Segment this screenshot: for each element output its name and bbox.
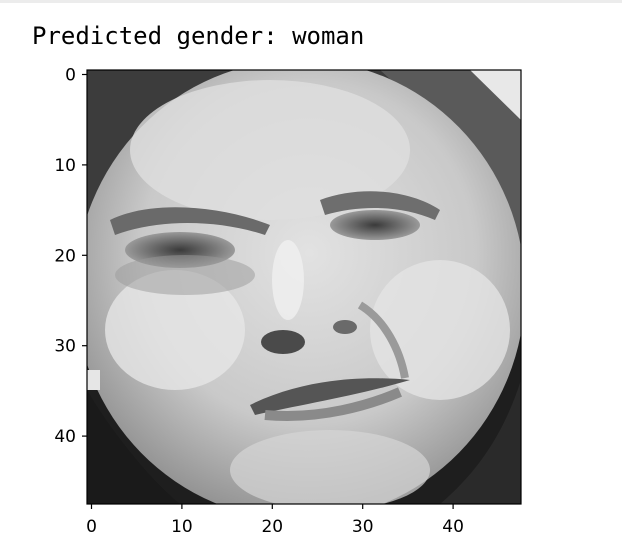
y-tick-label: 10: [54, 156, 76, 176]
cell-separator: [0, 0, 622, 3]
y-axis: 0 10 20 30 40: [54, 66, 87, 447]
y-tick-label: 20: [54, 246, 76, 266]
y-tick-label: 0: [65, 66, 76, 86]
x-axis: 0 10 20 30 40: [86, 504, 464, 537]
x-tick-label: 20: [261, 517, 283, 537]
plot-frame: [86, 69, 522, 505]
x-tick-label: 40: [442, 517, 464, 537]
x-tick-label: 10: [171, 517, 193, 537]
x-tick-label: 0: [86, 517, 97, 537]
prediction-output: Predicted gender: woman: [32, 22, 365, 50]
y-tick-label: 40: [54, 427, 76, 447]
face-image: [87, 70, 521, 504]
x-tick-label: 30: [352, 517, 374, 537]
y-tick-label: 30: [54, 337, 76, 357]
